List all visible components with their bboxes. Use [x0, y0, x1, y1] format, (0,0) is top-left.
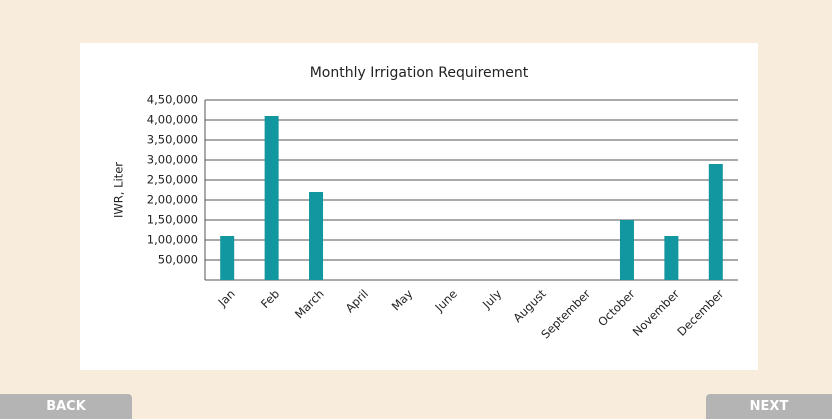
x-tick-label: April	[343, 287, 371, 315]
bar	[264, 116, 279, 280]
y-tick-label: 2,50,000	[147, 173, 198, 187]
bar	[309, 192, 324, 280]
bar	[664, 236, 679, 280]
x-tick-label: May	[389, 287, 416, 314]
bar	[220, 236, 235, 280]
back-button[interactable]: BACK	[0, 394, 132, 419]
y-tick-label: 4,00,000	[147, 113, 198, 127]
x-tick-label: July	[479, 287, 504, 312]
x-tick-label: November	[630, 287, 682, 339]
x-tick-label: Feb	[258, 287, 282, 311]
y-tick-label: 50,000	[158, 253, 198, 267]
y-tick-label: 1,00,000	[147, 233, 198, 247]
y-tick-label: 2,00,000	[147, 193, 198, 207]
x-tick-label: March	[292, 287, 327, 322]
y-tick-label: 4,50,000	[147, 93, 198, 107]
y-tick-label: 1,50,000	[147, 213, 198, 227]
chart-panel	[80, 43, 758, 370]
y-tick-label: 3,00,000	[147, 153, 198, 167]
x-tick-label: October	[595, 287, 638, 330]
next-button[interactable]: NEXT	[706, 394, 832, 419]
y-axis-label: IWR, Liter	[112, 162, 126, 218]
x-tick-label: June	[432, 287, 460, 315]
y-tick-label: 3,50,000	[147, 133, 198, 147]
bar	[619, 220, 634, 280]
x-tick-label: Jan	[215, 287, 238, 310]
x-tick-label: December	[674, 287, 726, 339]
x-tick-label: August	[510, 286, 549, 325]
bar	[708, 164, 723, 280]
chart-title: Monthly Irrigation Requirement	[310, 65, 529, 81]
